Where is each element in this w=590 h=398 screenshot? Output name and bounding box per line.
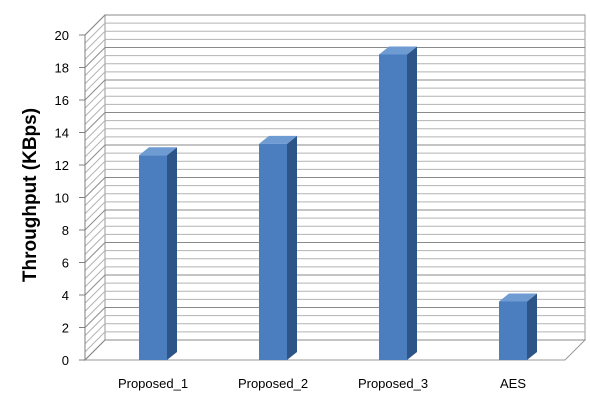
y-tick-label: 8 xyxy=(62,223,69,238)
y-tick-label: 14 xyxy=(55,126,69,141)
gridline-side xyxy=(84,128,106,150)
gridline-side xyxy=(84,22,106,44)
gridline-side xyxy=(84,315,106,336)
gridline-side xyxy=(84,14,106,36)
gridline-side xyxy=(84,274,106,296)
gridline-side xyxy=(84,266,106,288)
bar-proposed_3 xyxy=(379,46,417,360)
gridline-side xyxy=(84,242,106,263)
gridline-side xyxy=(84,104,106,125)
y-tick-label: 4 xyxy=(62,288,69,303)
gridline-side xyxy=(84,169,106,190)
x-category-label: Proposed_3 xyxy=(358,376,428,391)
bar-proposed_1 xyxy=(139,147,177,360)
gridline-side xyxy=(84,87,106,109)
bar-front xyxy=(259,143,287,360)
gridline-side xyxy=(84,282,106,304)
gridline-side xyxy=(84,339,106,361)
y-tick-label: 20 xyxy=(55,28,69,43)
gridline-side xyxy=(84,112,106,133)
bar-front xyxy=(499,301,527,360)
bar-top xyxy=(259,135,297,144)
bar-front xyxy=(379,54,407,360)
x-category-label: Proposed_2 xyxy=(238,376,308,391)
gridline-side xyxy=(84,136,106,158)
y-axis-label: Throughput (KBps) xyxy=(20,108,41,282)
gridline-side xyxy=(84,250,106,271)
y-tick-label: 6 xyxy=(62,256,69,271)
y-tick-label: 2 xyxy=(62,321,69,336)
gridline-side xyxy=(84,160,106,182)
y-tick-label: 12 xyxy=(55,158,69,173)
gridline-side xyxy=(84,331,106,353)
bar-top xyxy=(499,293,537,302)
y-tick-label: 0 xyxy=(62,353,69,368)
gridline-side xyxy=(84,225,106,247)
x-category-label: Proposed_1 xyxy=(118,376,188,391)
bar-front xyxy=(139,155,167,360)
gridline-side xyxy=(84,144,106,166)
bar-side xyxy=(407,46,417,360)
gridline-side xyxy=(84,95,106,117)
gridline-side xyxy=(84,63,106,85)
gridline-side xyxy=(84,234,106,255)
gridline-side xyxy=(84,79,106,101)
gridline-side xyxy=(84,209,106,231)
gridline-side xyxy=(84,299,106,320)
gridline-side xyxy=(84,258,106,280)
gridline-side xyxy=(84,290,106,312)
bar-aes xyxy=(499,293,537,360)
gridline-side xyxy=(84,71,106,93)
bar-side xyxy=(167,147,177,360)
gridline-side xyxy=(84,30,106,52)
bar-side xyxy=(527,293,537,360)
gridline-side xyxy=(84,185,106,206)
gridline-side xyxy=(84,55,106,76)
x-axis-categories: Proposed_1 Proposed_2 Proposed_3 AES xyxy=(118,376,526,391)
gridline-side xyxy=(84,47,106,68)
gridline-side xyxy=(84,201,106,223)
bar-top xyxy=(379,46,417,55)
gridline-side xyxy=(84,217,106,239)
gridline-side xyxy=(84,39,106,60)
gridline-side xyxy=(84,193,106,215)
y-axis-ticks: 0 2 4 6 8 10 12 14 16 18 20 xyxy=(55,28,85,368)
gridline-side xyxy=(84,323,106,345)
gridline-side xyxy=(84,152,106,174)
y-tick-label: 10 xyxy=(55,191,69,206)
bar-side xyxy=(287,135,297,360)
y-tick-label: 16 xyxy=(55,93,69,108)
bar-top xyxy=(139,147,177,156)
bar-proposed_2 xyxy=(259,135,297,360)
gridline-side xyxy=(84,177,106,198)
y-tick-label: 18 xyxy=(55,61,69,76)
x-category-label: AES xyxy=(500,376,526,391)
bars xyxy=(139,46,537,360)
gridline-side xyxy=(84,120,106,141)
gridline-side xyxy=(84,307,106,328)
